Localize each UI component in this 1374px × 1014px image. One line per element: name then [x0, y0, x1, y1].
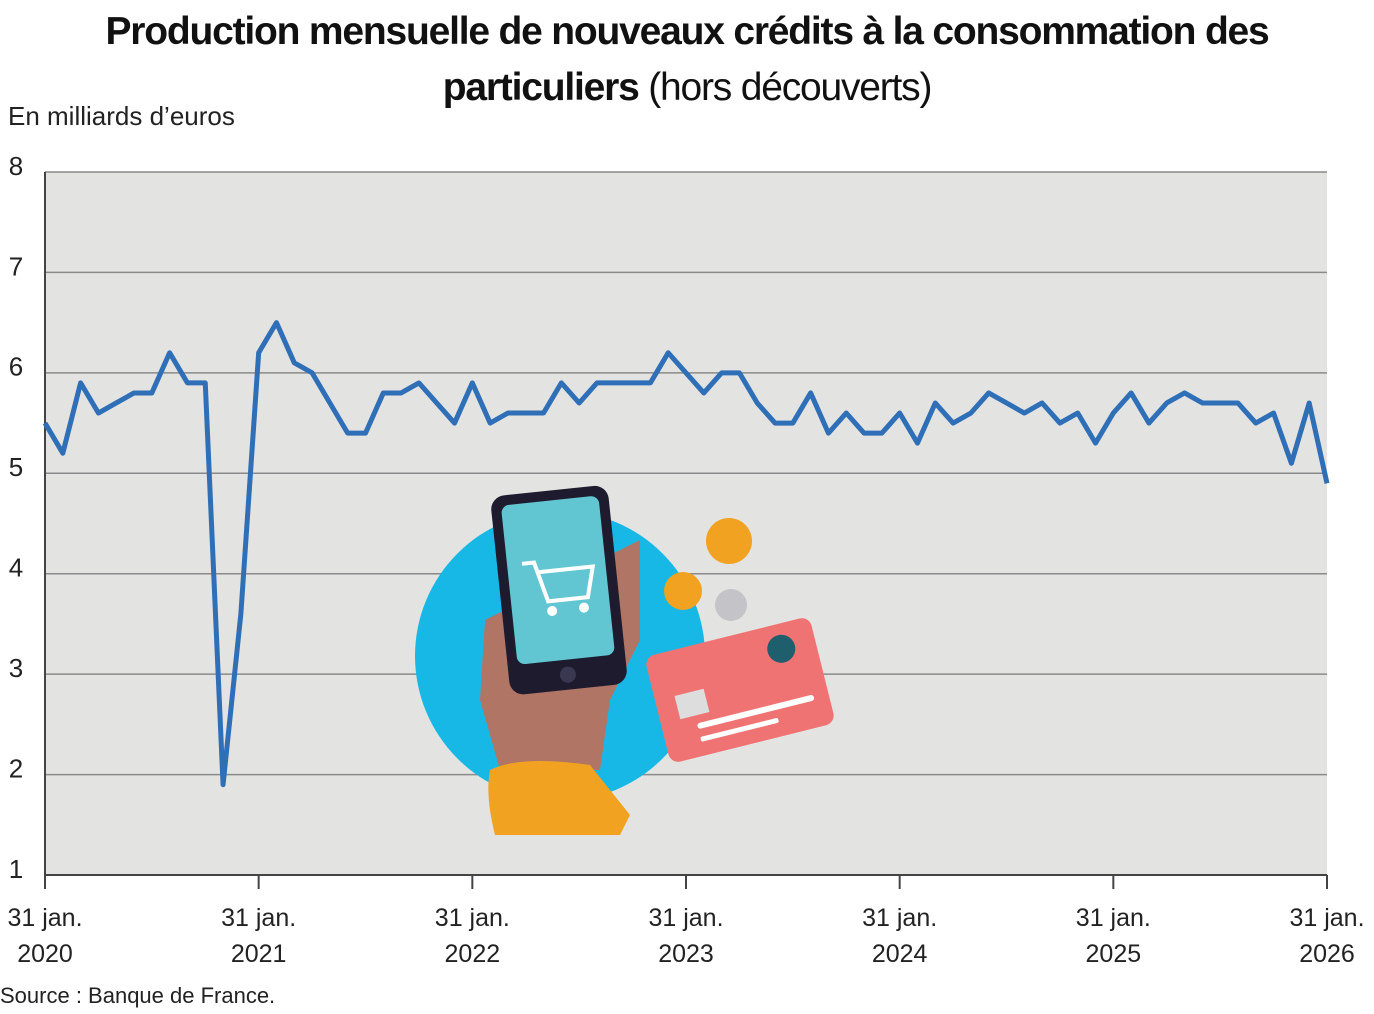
y-tick-label: 6 — [9, 352, 23, 382]
illustration-coin — [706, 518, 752, 564]
y-axis-label: En milliards d’euros — [8, 101, 235, 131]
x-tick-label: 31 jan. 2020 — [7, 904, 83, 968]
x-tick-label: 31 jan. 2024 — [862, 904, 938, 968]
x-tick-label: 31 jan. 2023 — [648, 904, 724, 968]
illustration-coin — [664, 572, 702, 610]
chart-title: Production mensuelle de nouveaux crédits… — [105, 10, 1269, 109]
illustration-sleeve — [488, 761, 630, 835]
y-tick-label: 7 — [9, 251, 23, 281]
y-tick-label: 2 — [9, 753, 23, 783]
x-tick-label: 31 jan. 2026 — [1289, 904, 1365, 968]
illustration-phone — [491, 485, 627, 695]
y-tick-label: 1 — [9, 854, 23, 884]
illustration — [415, 485, 834, 835]
illustration-coin — [715, 589, 747, 621]
y-tick-label: 3 — [9, 653, 23, 683]
chart-subtitle: (hors découverts) — [648, 66, 932, 109]
y-tick-label: 5 — [9, 452, 23, 482]
y-tick-label: 8 — [9, 151, 23, 181]
source-note: Source : Banque de France. — [0, 983, 275, 1008]
data-line — [42, 320, 1330, 788]
x-tick-label: 31 jan. 2025 — [1075, 904, 1151, 968]
illustration-card — [646, 618, 834, 762]
x-tick-label: 31 jan. 2022 — [434, 904, 510, 968]
y-tick-label: 4 — [9, 553, 23, 583]
x-tick-label: 31 jan. 2021 — [221, 904, 297, 968]
chart-title-block: Production mensuelle de nouveaux crédits… — [87, 4, 1287, 116]
plot-background — [45, 172, 1327, 875]
